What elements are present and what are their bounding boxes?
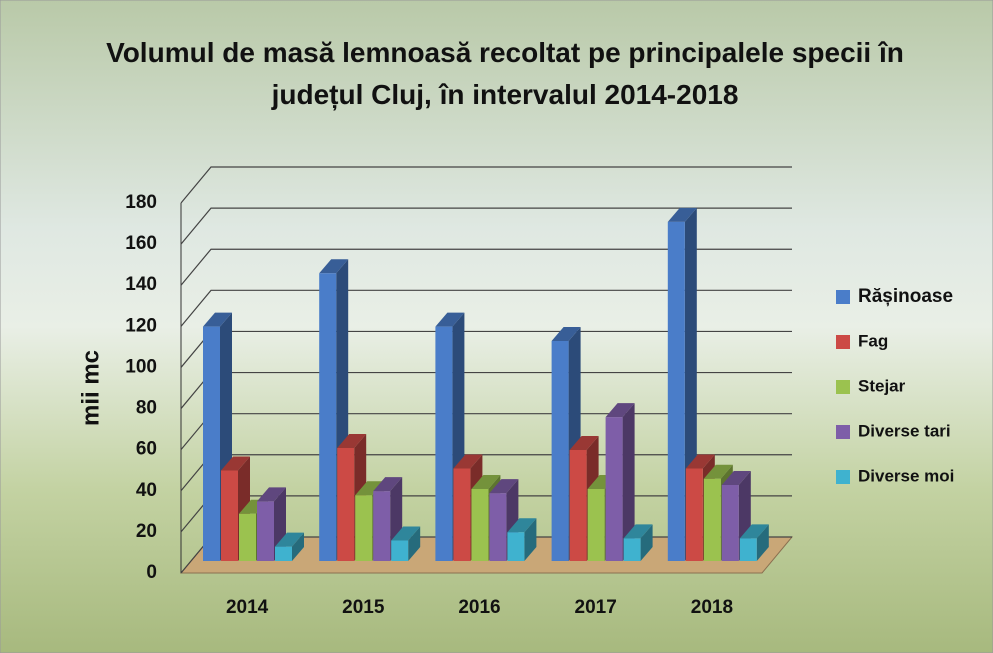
y-tick-label: 0 [146,562,157,583]
y-tick-label: 100 [125,356,157,377]
bar-face [203,327,220,561]
bar-face [740,538,757,561]
legend-swatch [836,425,850,439]
legend-swatch [836,380,850,394]
x-tick-label: 2018 [691,597,733,618]
legend-swatch [836,470,850,484]
chart-title: Volumul de masă lemnoasă recoltat pe pri… [100,32,910,116]
bar-face [453,469,470,562]
bar-face [507,532,524,561]
y-tick-label: 80 [136,398,157,419]
grid-line [181,167,792,203]
bar-face [275,547,292,561]
grid-line [181,208,792,244]
grid-line [181,373,792,409]
x-tick-label: 2015 [342,597,385,618]
bar-face [489,493,506,561]
y-tick-label: 20 [136,521,157,542]
bar-face [588,489,605,561]
bar-face [471,489,488,561]
bar-face [606,417,623,561]
bar-face [552,341,569,561]
bar-face [624,538,641,561]
y-tick-label: 40 [136,480,157,501]
bar-face [570,450,587,561]
x-tick-label: 2017 [575,597,617,618]
bar-face [391,540,408,561]
y-axis-label: mii mc [77,350,104,426]
bar-face [668,222,685,561]
y-tick-label: 60 [136,439,157,460]
x-tick-label: 2014 [226,597,269,618]
y-tick-label: 160 [125,233,157,254]
bar-face [337,448,354,561]
bar-face [373,491,390,561]
bar-face [355,495,372,561]
legend-swatch [836,335,850,349]
legend-label: Diverse tari [858,421,951,440]
bar-face [239,514,256,561]
legend-label: Fag [858,331,888,350]
page: mii mc 0 20 40 60 80 100 120 140 160 180 2014 2015 2… [0,0,993,653]
y-tick-label: 180 [125,192,157,213]
bar-face [722,485,739,561]
legend-label: Diverse moi [858,466,954,485]
legend-swatch [836,290,850,304]
bar-face [686,469,703,562]
bar-face [435,327,452,561]
x-tick-label: 2016 [458,597,500,618]
grid-line [181,331,792,367]
bar-face [257,501,274,561]
bar-face [319,273,336,561]
grid-line [181,414,792,450]
bar-face [704,479,721,561]
y-tick-label: 120 [125,315,157,336]
bar-face [221,471,238,561]
grid-line [181,249,792,285]
legend-label: Rășinoase [858,286,953,307]
grid-line [181,290,792,326]
legend-label: Stejar [858,376,906,395]
y-tick-label: 140 [125,274,157,295]
